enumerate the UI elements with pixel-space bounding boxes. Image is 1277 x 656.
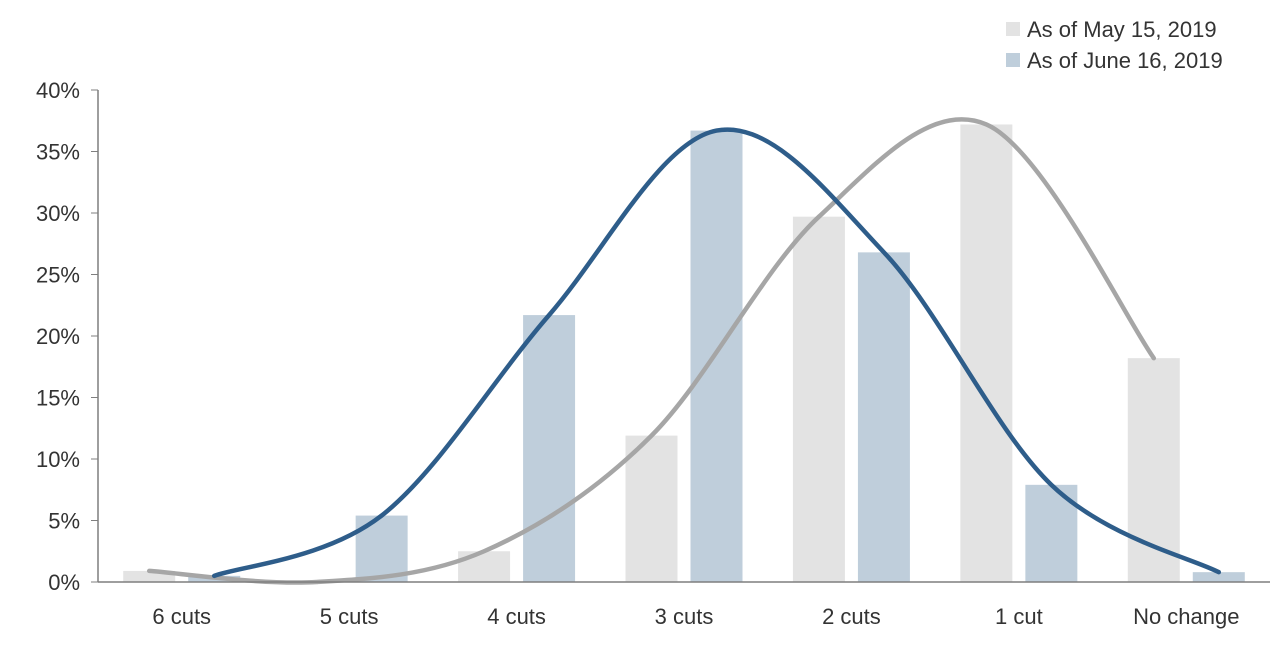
trend-curve-series-1 [146, 117, 1157, 585]
y-tick-label: 30% [36, 201, 80, 226]
legend-label-series-1: As of May 15, 2019 [1027, 17, 1217, 42]
y-tick-label: 35% [36, 140, 80, 165]
bar-series-2-no-change [1192, 572, 1245, 582]
y-tick-label: 15% [36, 386, 80, 411]
y-tick-label: 5% [48, 509, 80, 534]
bar-series-2-4-cuts [523, 315, 576, 582]
x-tick-label: 2 cuts [822, 604, 881, 629]
y-tick-label: 20% [36, 324, 80, 349]
legend-label-series-2: As of June 16, 2019 [1027, 48, 1223, 73]
bar-series-2-3-cuts [690, 130, 743, 582]
bar-series-1-2-cuts [792, 216, 845, 582]
x-tick-label: 3 cuts [655, 604, 714, 629]
x-tick-label: 4 cuts [487, 604, 546, 629]
bar-series-1-3-cuts [625, 435, 678, 582]
x-tick-label: No change [1133, 604, 1239, 629]
legend-swatch-series-2 [1006, 53, 1020, 67]
y-tick-label: 0% [48, 570, 80, 595]
y-tick-label: 40% [36, 78, 80, 103]
axes [97, 90, 1270, 583]
legend: As of May 15, 2019 As of June 16, 2019 [1006, 17, 1223, 73]
legend-swatch-series-1 [1006, 22, 1020, 36]
x-axis-labels: 6 cuts 5 cuts 4 cuts 3 cuts 2 cuts 1 cut No ch… [152, 604, 1239, 629]
x-tick-label: 1 cut [995, 604, 1043, 629]
bar-series-1-1-cut [960, 124, 1013, 582]
bar-series-1-6-cuts [123, 570, 176, 582]
trend-curve-series-2 [211, 127, 1222, 579]
y-axis-ticks: 0% 5% 10% 15% 20% 25% 30% 35% 40% [36, 78, 98, 595]
y-tick-label: 25% [36, 263, 80, 288]
bars [123, 124, 1245, 583]
x-tick-label: 5 cuts [320, 604, 379, 629]
curves [146, 117, 1222, 585]
bar-series-2-2-cuts [857, 252, 910, 583]
x-tick-label: 6 cuts [152, 604, 211, 629]
y-tick-label: 10% [36, 447, 80, 472]
bar-series-1-4-cuts [458, 551, 511, 582]
